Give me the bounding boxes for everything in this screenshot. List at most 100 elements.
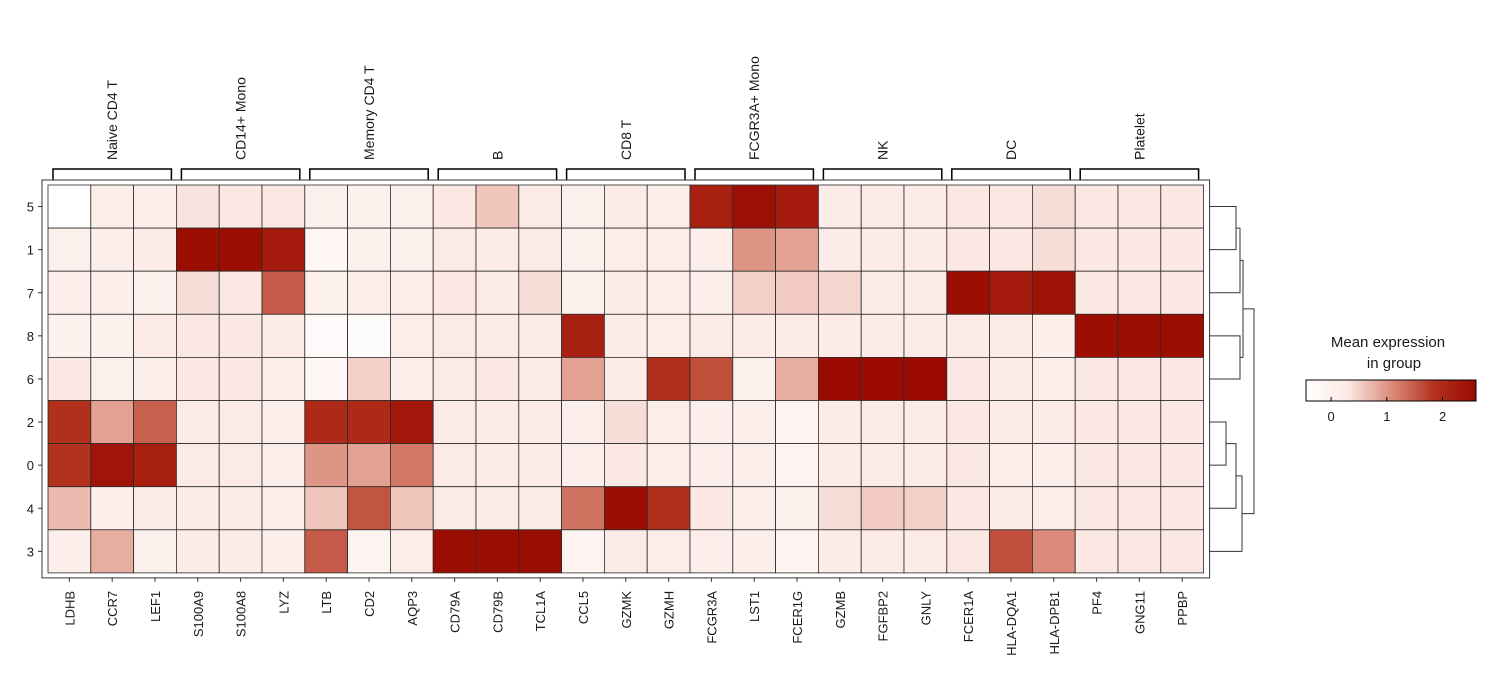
heatmap-cell-0-GZMB [818, 443, 862, 488]
row-tick-label: 3 [27, 544, 34, 559]
heatmap-cell-7-LTB [304, 270, 348, 315]
heatmap-cell-8-S100A9 [175, 313, 220, 358]
heatmap-cell-0-PPBP [1160, 443, 1205, 488]
heatmap-cell-0-FCGR3A [689, 443, 734, 488]
heatmap-cell-7-FCGR3A [689, 270, 734, 315]
col-tick-label: FCER1G [790, 591, 805, 644]
heatmap-cell-2-LEF1 [133, 400, 177, 444]
heatmap-cell-5-GZMK [604, 184, 648, 229]
heatmap-cell-0-CD79A [432, 443, 477, 488]
heatmap-cell-1-CCL5 [561, 227, 605, 272]
col-tick-label: GZMH [662, 591, 677, 629]
heatmap-cell-7-LST1 [732, 270, 776, 315]
colorbar-legend: Mean expression in group 0 1 2 [1305, 334, 1477, 424]
heatmap-cell-6-CD79B [475, 356, 520, 401]
heatmap-cell-2-S100A9 [175, 400, 220, 444]
heatmap-cell-4-GZMK [604, 486, 648, 531]
heatmap-cell-4-GZMB [818, 486, 862, 531]
heatmap-cell-2-GNLY [903, 400, 948, 444]
heatmap-cell-0-FCER1G [775, 443, 819, 488]
heatmap-cell-5-TCL1A [518, 184, 562, 229]
heatmap-cell-3-GNG11 [1117, 529, 1162, 574]
col-tick-label: PPBP [1175, 591, 1190, 626]
heatmap-cell-1-GZMK [604, 227, 648, 272]
heatmap-cell-1-LDHB [47, 227, 92, 272]
heatmap-cell-8-FCGR3A [689, 313, 734, 358]
colorbar-ticks: 0 1 2 [1327, 397, 1446, 424]
heatmap-cell-2-LDHB [47, 400, 92, 444]
heatmap-cell-0-PF4 [1074, 443, 1119, 488]
heatmap-cell-8-CD2 [347, 313, 391, 358]
heatmap-cells [47, 184, 1205, 574]
heatmap-cell-4-PPBP [1160, 486, 1205, 531]
heatmap-cell-3-HLA-DPB1 [1032, 529, 1076, 574]
heatmap-cell-3-GZMK [604, 529, 648, 574]
col-tick-label: LST1 [747, 591, 762, 622]
heatmap-cell-2-GZMH [646, 400, 691, 444]
heatmap-cell-2-CCL5 [561, 400, 605, 444]
heatmap-cell-6-TCL1A [518, 356, 562, 401]
heatmap-cell-0-HLA-DQA1 [989, 443, 1033, 488]
heatmap-cell-1-AQP3 [389, 227, 434, 272]
heatmap-cell-6-PPBP [1160, 356, 1205, 401]
colorbar-tick-label: 0 [1327, 409, 1334, 424]
heatmap-cell-4-GZMH [646, 486, 691, 531]
group-label: Naive CD4 T [104, 80, 120, 160]
heatmap-cell-8-LTB [304, 313, 348, 358]
heatmap-cell-5-GNG11 [1117, 184, 1162, 229]
heatmap-cell-7-PF4 [1074, 270, 1119, 315]
heatmap-cell-1-HLA-DQA1 [989, 227, 1033, 272]
heatmap-cell-1-S100A8 [218, 227, 263, 272]
heatmap-cell-7-CD79B [475, 270, 520, 315]
heatmap-cell-0-CD79B [475, 443, 520, 488]
heatmap-cell-2-CCR7 [90, 400, 135, 444]
heatmap-cell-8-HLA-DPB1 [1032, 313, 1076, 358]
heatmap-cell-5-FCGR3A [689, 184, 734, 229]
heatmap-cell-0-TCL1A [518, 443, 562, 488]
heatmap-cell-4-LST1 [732, 486, 776, 531]
heatmap-cell-4-FCER1A [946, 486, 990, 531]
heatmap-cell-8-LEF1 [133, 313, 177, 358]
heatmap-cell-6-GZMB [818, 356, 862, 401]
heatmap-cell-6-PF4 [1074, 356, 1119, 401]
heatmap-cell-2-PF4 [1074, 400, 1119, 444]
row-tick-label: 2 [27, 415, 34, 430]
heatmap-cell-1-CCR7 [90, 227, 135, 272]
heatmap-cell-6-S100A9 [175, 356, 220, 401]
dendrogram-branch [1209, 421, 1227, 466]
heatmap-cell-2-CD79B [475, 400, 520, 444]
group-label: Platelet [1131, 113, 1147, 160]
heatmap-cell-1-CD79B [475, 227, 520, 272]
heatmap-cell-8-PPBP [1160, 313, 1205, 358]
heatmap-cell-4-LYZ [261, 486, 306, 531]
heatmap-cell-8-S100A8 [218, 313, 263, 358]
col-tick-label: GNLY [918, 591, 933, 626]
heatmap-cell-6-LDHB [47, 356, 92, 401]
row-tick-labels: 5 1 7 8 6 2 0 4 3 [27, 200, 42, 559]
heatmap-cell-5-HLA-DPB1 [1032, 184, 1076, 229]
col-tick-label: HLA-DPB1 [1047, 591, 1062, 655]
heatmap-cell-2-LYZ [261, 400, 306, 444]
col-tick-label: LTB [319, 591, 334, 614]
heatmap-cell-4-LEF1 [133, 486, 177, 531]
group-label: CD14+ Mono [233, 77, 249, 160]
dendrogram-branch [1209, 206, 1237, 251]
heatmap-cell-3-HLA-DQA1 [989, 529, 1033, 574]
heatmap-cell-7-TCL1A [518, 270, 562, 315]
heatmap-cell-2-FGFBP2 [860, 400, 905, 444]
col-tick-label: LYZ [276, 591, 291, 614]
heatmap-cell-0-CCR7 [90, 443, 135, 488]
heatmap-cell-6-CCL5 [561, 356, 605, 401]
row-tick-label: 7 [27, 286, 34, 301]
heatmap-cell-5-CD79B [475, 184, 520, 229]
group-brackets [52, 168, 1200, 180]
group-label: FCGR3A+ Mono [746, 56, 762, 160]
heatmap-cell-7-LDHB [47, 270, 92, 315]
heatmap-cell-3-CD79A [432, 529, 477, 574]
heatmap-cell-0-GNG11 [1117, 443, 1162, 488]
heatmap-cell-0-HLA-DPB1 [1032, 443, 1076, 488]
row-tick-label: 8 [27, 329, 34, 344]
heatmap-cell-5-HLA-DQA1 [989, 184, 1033, 229]
heatmap-cell-1-CD79A [432, 227, 477, 272]
